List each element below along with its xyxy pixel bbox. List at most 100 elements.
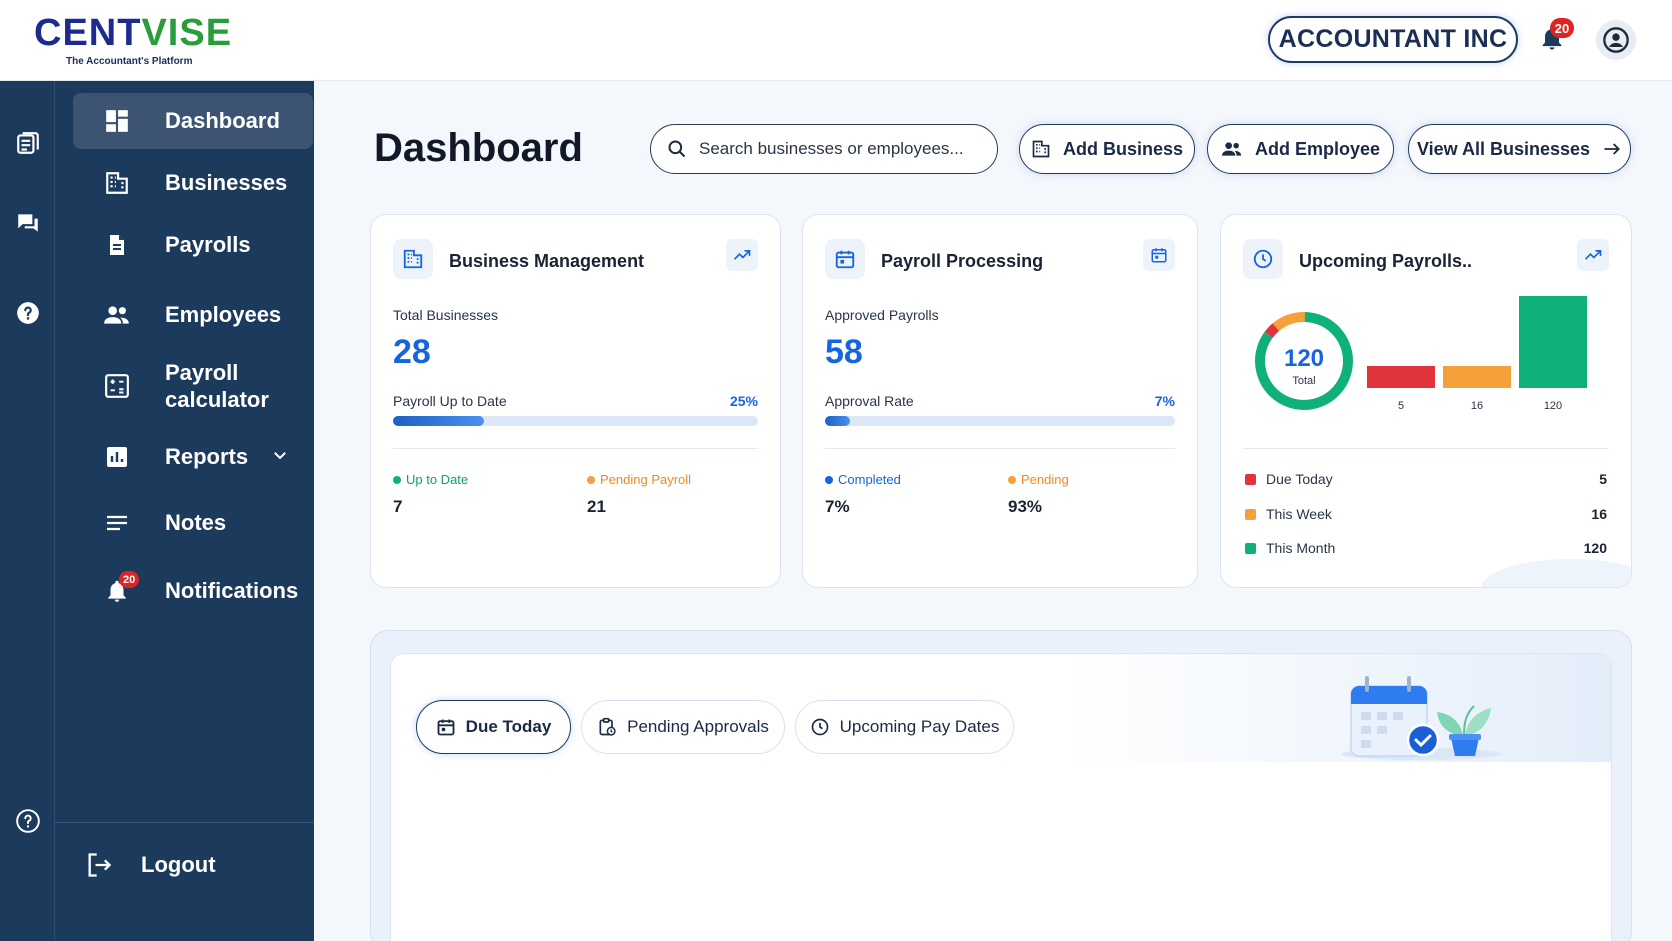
sidebar-item-label: Notifications	[165, 578, 299, 604]
header-notification-badge: 20	[1550, 18, 1574, 38]
metric-value: 58	[825, 333, 863, 371]
header-notifications-button[interactable]: 20	[1538, 18, 1574, 54]
donut-segment-due-today	[1264, 323, 1280, 338]
add-business-button[interactable]: Add Business	[1019, 124, 1195, 174]
logo-tagline: The Accountant's Platform	[66, 56, 193, 67]
sidebar-item-payrolls[interactable]: Payrolls	[73, 217, 313, 273]
legend-pending-payroll: Pending Payroll	[587, 472, 691, 487]
card-title: Upcoming Payrolls..	[1299, 251, 1473, 271]
company-selector[interactable]: ACCOUNTANT INC	[1268, 16, 1518, 63]
tab-upcoming-pay-dates[interactable]: Upcoming Pay Dates	[795, 700, 1014, 754]
calendar-icon	[835, 250, 855, 269]
legend-row-this-month: This Month 120	[1245, 540, 1607, 556]
sidebar-item-label: Reports	[165, 444, 249, 470]
sidebar-item-notes[interactable]: Notes	[73, 495, 313, 551]
donut-chart	[1255, 312, 1353, 410]
donut-total: 120	[1284, 345, 1324, 372]
calendar-plant-illustration	[1341, 676, 1501, 760]
sidebar-item-label: Employees	[165, 302, 282, 328]
tab-label: Upcoming Pay Dates	[839, 717, 1000, 736]
calculator-icon	[105, 374, 129, 398]
view-all-businesses-button[interactable]: View All Businesses	[1408, 124, 1631, 174]
trending-up-icon	[733, 250, 751, 260]
dashboard-icon	[106, 110, 128, 132]
sidebar-item-label: Dashboard	[165, 108, 280, 134]
logout-button[interactable]: Logout	[85, 851, 216, 879]
arrow-right-icon	[1604, 143, 1621, 155]
payroll-tabs-panel: Due Today Pending Approvals Upcoming Pay…	[370, 630, 1632, 941]
donut-segment-this-month	[1255, 312, 1353, 410]
progress-track	[393, 416, 758, 426]
sidebar-item-employees[interactable]: Employees	[73, 287, 313, 343]
view-all-label: View All Businesses	[1416, 138, 1591, 159]
donut-label: Total	[1292, 375, 1315, 387]
people-icon	[1221, 142, 1242, 156]
sidebar-item-payroll-calculator[interactable]: Payroll calculator	[73, 349, 313, 423]
search-input[interactable]	[699, 139, 979, 159]
card-title: Payroll Processing	[881, 251, 1044, 271]
building-icon	[1032, 140, 1050, 158]
tab-label: Pending Approvals	[627, 717, 769, 736]
legend-completed-value: 7%	[825, 497, 850, 516]
bar-tick-label: 16	[1471, 400, 1483, 412]
bar-this-week	[1443, 366, 1511, 388]
chevron-down-icon[interactable]	[271, 446, 289, 464]
bar-due-today	[1367, 366, 1435, 388]
icon-rail	[0, 81, 55, 941]
brand-logo[interactable]: CENTVISE The Accountant's Platform	[34, 14, 234, 68]
rail-chat-button[interactable]	[14, 209, 42, 237]
donut-segment-this-week	[1272, 312, 1306, 332]
tab-due-today[interactable]: Due Today	[416, 700, 571, 754]
building-icon	[403, 249, 423, 269]
add-employee-button[interactable]: Add Employee	[1207, 124, 1394, 174]
legend-up-to-date-value: 7	[393, 497, 403, 516]
document-icon	[110, 235, 124, 255]
page-title: Dashboard	[374, 126, 583, 170]
logout-label: Logout	[141, 852, 216, 877]
metric-label: Approved Payrolls	[825, 307, 939, 323]
progress-label: Approval Rate	[825, 393, 914, 409]
add-business-label: Add Business	[1062, 138, 1184, 159]
rail-documents-button[interactable]	[14, 129, 42, 157]
bar-tick-label: 120	[1544, 400, 1562, 412]
clock-icon	[1253, 249, 1273, 269]
tab-pending-approvals[interactable]: Pending Approvals	[581, 700, 785, 754]
logout-icon	[88, 853, 112, 877]
sidebar-item-dashboard[interactable]: Dashboard	[73, 93, 313, 149]
people-icon	[104, 306, 129, 324]
user-avatar[interactable]	[1596, 20, 1636, 60]
sidebar-item-notifications[interactable]: 20 Notifications	[73, 563, 313, 619]
trend-button[interactable]	[1577, 239, 1609, 271]
divider	[393, 448, 758, 449]
sidebar: Dashboard Businesses Payrolls Employees …	[55, 81, 314, 941]
help-filled-icon	[17, 302, 39, 324]
search-box[interactable]	[650, 124, 998, 174]
decorative-wave	[1481, 559, 1631, 587]
notes-icon	[107, 515, 127, 531]
bar-chart-icon	[107, 447, 127, 467]
progress-track	[825, 416, 1175, 426]
legend-row-this-week: This Week 16	[1245, 506, 1607, 522]
progress-fill	[393, 416, 485, 426]
building-icon	[106, 172, 128, 194]
rail-support-button[interactable]	[14, 807, 42, 835]
rail-help-button[interactable]	[14, 299, 42, 327]
sidebar-item-reports[interactable]: Reports	[73, 429, 313, 485]
sidebar-item-label: Notes	[165, 510, 227, 536]
calendar-button[interactable]	[1143, 239, 1175, 271]
clipboard-icon	[599, 717, 616, 736]
calendar-icon	[437, 719, 455, 736]
legend-up-to-date: Up to Date	[393, 472, 468, 487]
metric-label: Total Businesses	[393, 307, 499, 323]
sidebar-item-businesses[interactable]: Businesses	[73, 155, 313, 211]
bar-tick-label: 5	[1398, 400, 1404, 412]
sidebar-item-label: Businesses	[165, 170, 288, 196]
search-icon	[668, 140, 686, 158]
metric-value: 28	[393, 333, 431, 371]
sidebar-notification-badge: 20	[119, 571, 140, 588]
legend-pending-value: 93%	[1008, 497, 1043, 516]
progress-percent: 25%	[729, 393, 758, 409]
bar-chart: 5 16 120	[1367, 296, 1587, 412]
calendar-icon	[1151, 248, 1167, 263]
trend-button[interactable]	[726, 239, 758, 271]
